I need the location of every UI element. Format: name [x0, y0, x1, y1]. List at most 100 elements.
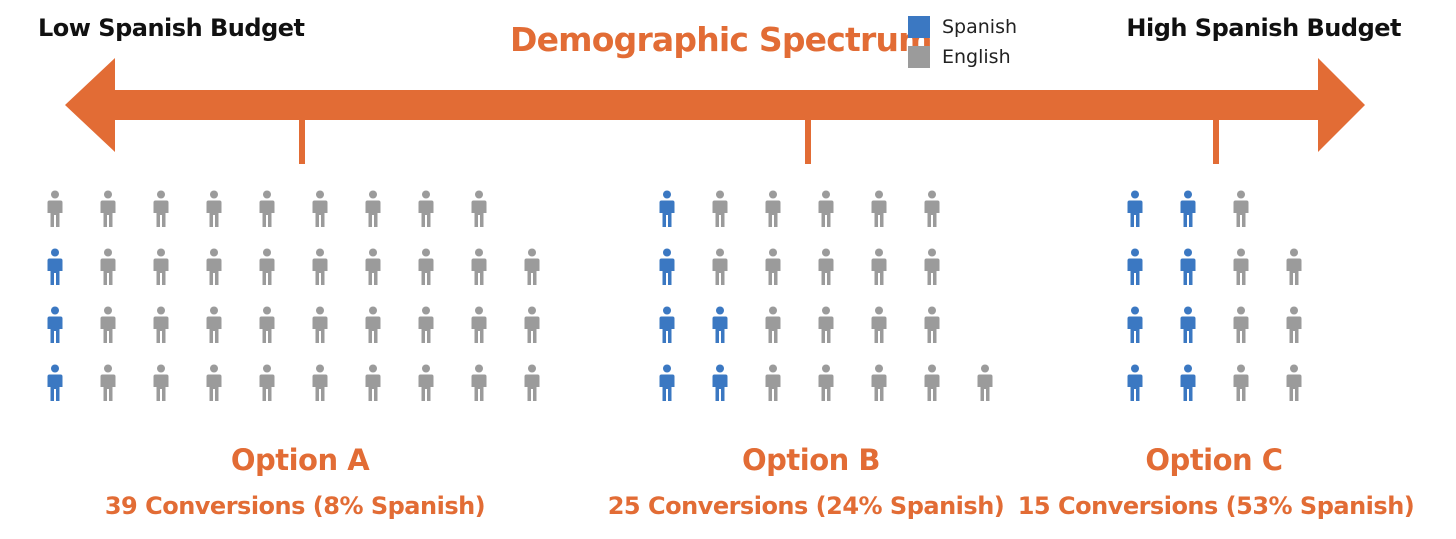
english-person-icon [799, 364, 852, 406]
spanish-person-icon [1161, 190, 1214, 232]
english-person-icon [1214, 306, 1267, 348]
spanish-person-icon [1108, 248, 1161, 290]
english-person-icon [693, 190, 746, 232]
option-a-pictogram [28, 190, 558, 422]
pictogram-row [640, 248, 1011, 306]
english-person-icon [852, 364, 905, 406]
option-a-title: Option A [230, 443, 370, 477]
english-person-icon [905, 248, 958, 290]
english-person-icon [81, 248, 134, 290]
pictogram-row [640, 306, 1011, 364]
option-b-title: Option B [742, 443, 880, 477]
english-person-icon [1267, 248, 1320, 290]
spanish-person-icon [28, 364, 81, 406]
spanish-person-icon [1161, 306, 1214, 348]
english-person-icon [399, 190, 452, 232]
english-person-icon [187, 190, 240, 232]
spanish-person-icon [1108, 190, 1161, 232]
spectrum-arrow-shape [65, 58, 1365, 152]
english-person-icon [81, 364, 134, 406]
english-person-icon [187, 306, 240, 348]
spanish-person-icon [640, 364, 693, 406]
legend-swatch-english [908, 46, 930, 68]
english-person-icon [746, 248, 799, 290]
pictogram-row [1108, 306, 1320, 364]
spanish-person-icon [1108, 364, 1161, 406]
legend-label-english: English [942, 46, 1011, 68]
english-person-icon [1214, 248, 1267, 290]
spanish-person-icon [1161, 248, 1214, 290]
english-person-icon [746, 364, 799, 406]
english-person-icon [134, 248, 187, 290]
legend-swatch-spanish [908, 16, 930, 38]
spanish-person-icon [1161, 364, 1214, 406]
english-person-icon [452, 190, 505, 232]
spanish-person-icon [28, 248, 81, 290]
english-person-icon [399, 306, 452, 348]
english-person-icon [1214, 190, 1267, 232]
english-person-icon [1214, 364, 1267, 406]
spanish-person-icon [640, 190, 693, 232]
english-person-icon [452, 248, 505, 290]
option-c-marker [1213, 118, 1219, 164]
english-person-icon [134, 306, 187, 348]
english-person-icon [905, 190, 958, 232]
english-person-icon [693, 248, 746, 290]
spanish-person-icon [640, 306, 693, 348]
english-person-icon [240, 306, 293, 348]
english-person-icon [958, 364, 1011, 406]
english-person-icon [293, 364, 346, 406]
english-person-icon [81, 190, 134, 232]
english-person-icon [1267, 364, 1320, 406]
spanish-person-icon [640, 248, 693, 290]
english-person-icon [240, 248, 293, 290]
english-person-icon [346, 306, 399, 348]
english-person-icon [346, 190, 399, 232]
pictogram-row [28, 364, 558, 422]
diagram-title: Demographic Spectrum [510, 20, 933, 59]
pictogram-row [28, 190, 558, 248]
english-person-icon [134, 364, 187, 406]
english-person-icon [852, 248, 905, 290]
english-person-icon [452, 364, 505, 406]
english-person-icon [346, 364, 399, 406]
option-a-subtitle: 39 Conversions (8% Spanish) [104, 492, 486, 520]
english-person-icon [134, 190, 187, 232]
pictogram-row [28, 248, 558, 306]
english-person-icon [1267, 306, 1320, 348]
pictogram-row [1108, 190, 1320, 248]
option-b-marker [805, 118, 811, 164]
english-person-icon [905, 364, 958, 406]
legend-item-english: English [908, 45, 1011, 69]
pictogram-row [640, 364, 1011, 422]
english-person-icon [799, 190, 852, 232]
low-budget-label: Low Spanish Budget [38, 14, 305, 42]
english-person-icon [187, 364, 240, 406]
english-person-icon [505, 248, 558, 290]
high-budget-label: High Spanish Budget [1126, 14, 1401, 42]
english-person-icon [852, 190, 905, 232]
english-person-icon [505, 364, 558, 406]
option-c-subtitle: 15 Conversions (53% Spanish) [1017, 492, 1415, 520]
option-a-marker [299, 118, 305, 164]
english-person-icon [187, 248, 240, 290]
option-b-subtitle: 25 Conversions (24% Spanish) [607, 492, 1005, 520]
english-person-icon [399, 364, 452, 406]
legend-label-spanish: Spanish [942, 16, 1018, 38]
english-person-icon [452, 306, 505, 348]
english-person-icon [746, 190, 799, 232]
english-person-icon [240, 364, 293, 406]
spanish-person-icon [28, 306, 81, 348]
english-person-icon [240, 190, 293, 232]
pictogram-row [28, 306, 558, 364]
english-person-icon [346, 248, 399, 290]
spanish-person-icon [693, 364, 746, 406]
english-person-icon [852, 306, 905, 348]
english-person-icon [905, 306, 958, 348]
spanish-person-icon [693, 306, 746, 348]
pictogram-row [640, 190, 1011, 248]
english-person-icon [81, 306, 134, 348]
english-person-icon [799, 248, 852, 290]
english-person-icon [293, 248, 346, 290]
